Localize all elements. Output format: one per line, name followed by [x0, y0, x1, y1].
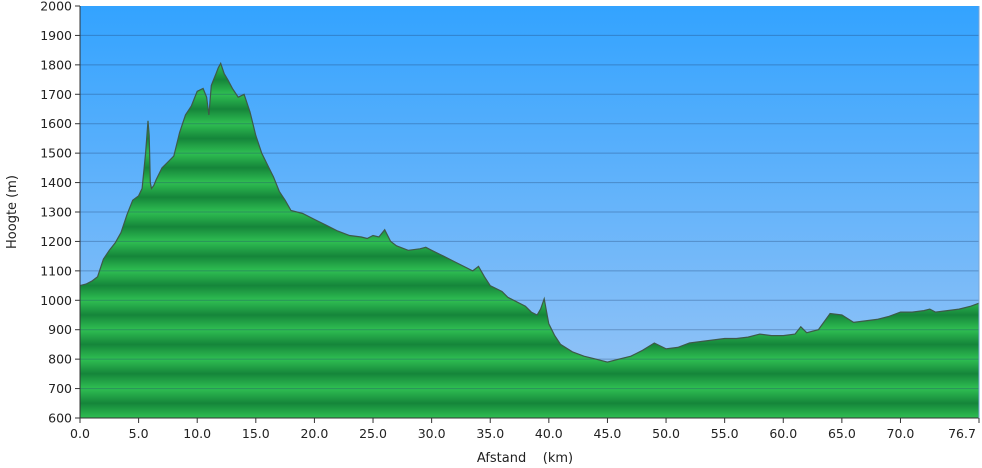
- y-tick-label: 1200: [40, 234, 72, 249]
- x-tick-label: 0.0: [70, 426, 90, 441]
- x-tick-label: 35.0: [476, 426, 504, 441]
- x-tick-label: 45.0: [594, 426, 622, 441]
- x-tick-label: 60.0: [769, 426, 797, 441]
- x-tick-label: 30.0: [418, 426, 446, 441]
- y-tick-label: 1400: [40, 175, 72, 190]
- x-tick-label: 50.0: [652, 426, 680, 441]
- x-tick-label: 10.0: [183, 426, 211, 441]
- y-tick-label: 1000: [40, 293, 72, 308]
- elevation-line: [79, 61, 980, 363]
- x-tick-label: 55.0: [711, 426, 739, 441]
- y-tick-label: 1300: [40, 205, 72, 220]
- x-tick-label: 5.0: [129, 426, 149, 441]
- x-tick-label: 25.0: [359, 426, 387, 441]
- y-tick-label: 1500: [40, 146, 72, 161]
- y-tick-label: 700: [48, 381, 72, 396]
- x-tick-label: 70.0: [887, 426, 915, 441]
- y-tick-label: 900: [48, 322, 72, 337]
- x-tick-label: 15.0: [242, 426, 270, 441]
- x-tick-label: 76.7: [948, 426, 976, 441]
- y-tick-label: 1900: [40, 28, 72, 43]
- y-tick-label: 1800: [40, 57, 72, 72]
- x-axis-title: Afstand (km): [477, 451, 573, 466]
- x-tick-label: 65.0: [828, 426, 856, 441]
- y-tick-label: 1100: [40, 263, 72, 278]
- y-axis-title: Hoogte (m): [5, 175, 20, 249]
- y-tick-label: 800: [48, 352, 72, 367]
- y-tick-label: 1600: [40, 116, 72, 131]
- y-tick-label: 600: [48, 411, 72, 426]
- x-tick-label: 40.0: [535, 426, 563, 441]
- elevation-area: [80, 63, 979, 419]
- y-tick-label: 2000: [40, 0, 72, 14]
- y-tick-label: 1700: [40, 87, 72, 102]
- x-tick-label: 20.0: [300, 426, 328, 441]
